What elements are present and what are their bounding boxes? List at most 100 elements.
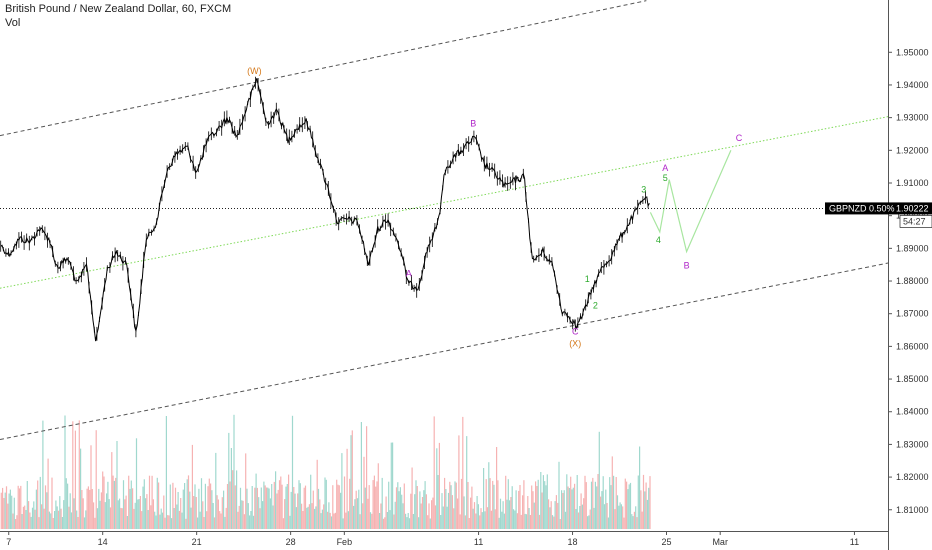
volume-bar bbox=[624, 478, 626, 529]
volume-bar bbox=[29, 512, 31, 529]
volume-bar bbox=[336, 479, 338, 529]
volume-bar bbox=[408, 518, 411, 529]
volume-bar bbox=[168, 515, 170, 529]
volume-bar bbox=[570, 476, 572, 529]
volume-bar bbox=[440, 515, 442, 529]
volume-bar bbox=[8, 493, 10, 529]
volume-bar bbox=[47, 458, 49, 529]
volume-bar bbox=[158, 482, 160, 529]
volume-bar bbox=[360, 422, 362, 529]
volume-bar bbox=[232, 470, 234, 529]
volume-bar bbox=[13, 497, 15, 529]
volume-bar bbox=[159, 514, 161, 529]
volume-bar bbox=[174, 487, 177, 529]
volume-bar bbox=[522, 495, 524, 529]
volume-bar bbox=[449, 481, 451, 529]
volume-bar bbox=[555, 495, 557, 529]
volume-bar bbox=[334, 512, 336, 529]
volume-bar bbox=[229, 481, 231, 529]
volume-bar bbox=[496, 447, 498, 529]
countdown-label: 54:27 bbox=[903, 216, 926, 226]
volume-bar bbox=[167, 515, 169, 529]
volume-bar bbox=[323, 504, 325, 529]
y-tick-label: 1.82000 bbox=[896, 472, 929, 482]
volume-bar bbox=[289, 515, 291, 529]
volume-bar bbox=[384, 517, 386, 529]
volume-bar bbox=[94, 517, 96, 529]
y-tick-label: 1.84000 bbox=[896, 407, 929, 417]
volume-bar bbox=[419, 491, 421, 529]
volume-bar bbox=[221, 497, 223, 529]
volume-bar bbox=[87, 486, 89, 529]
volume-bar bbox=[510, 497, 512, 529]
volume-bar bbox=[314, 508, 316, 529]
volume-bar bbox=[320, 513, 322, 529]
volume-bar bbox=[116, 441, 118, 529]
volume-bar bbox=[82, 498, 84, 529]
volume-bar bbox=[382, 518, 385, 529]
volume-bar bbox=[395, 487, 398, 529]
volume-bar bbox=[51, 477, 53, 529]
volume-bar bbox=[572, 487, 574, 529]
volume-bar bbox=[276, 493, 278, 529]
volume-bar bbox=[559, 519, 561, 529]
volume-bar bbox=[403, 483, 405, 529]
volume-bar bbox=[457, 498, 459, 529]
volume-bar bbox=[626, 481, 628, 529]
volume-bar bbox=[425, 494, 427, 529]
volume-bar bbox=[223, 490, 225, 529]
volume-bar bbox=[61, 517, 63, 529]
volume-bar bbox=[11, 495, 13, 529]
volume-bar bbox=[224, 516, 226, 529]
volume-bar bbox=[564, 511, 567, 529]
volume-bar bbox=[407, 513, 409, 529]
volume-bar bbox=[356, 498, 359, 529]
volume-bar bbox=[628, 484, 630, 529]
volume-bar bbox=[297, 493, 299, 529]
volume-bar bbox=[286, 484, 288, 529]
volume-bar bbox=[134, 502, 136, 529]
volume-bar bbox=[568, 488, 570, 529]
volume-bar bbox=[437, 475, 439, 529]
volume-bar bbox=[121, 508, 123, 529]
volume-bar bbox=[381, 477, 383, 529]
volume-bar bbox=[418, 517, 420, 529]
volume-bar bbox=[55, 500, 57, 529]
volume-bar bbox=[515, 490, 517, 529]
volume-bar bbox=[95, 430, 97, 529]
volume-bar bbox=[242, 500, 244, 529]
volume-bar bbox=[64, 415, 66, 529]
volume-bar bbox=[535, 481, 537, 529]
volume-bar bbox=[130, 480, 132, 529]
volume-bar bbox=[282, 518, 284, 529]
volume-bar bbox=[341, 453, 343, 529]
volume-bar bbox=[610, 485, 612, 529]
volume-bar bbox=[577, 512, 580, 529]
volume-bar bbox=[78, 420, 80, 529]
volume-bar bbox=[317, 488, 320, 529]
volume-bar bbox=[399, 487, 401, 529]
y-tick-label: 1.81000 bbox=[896, 505, 929, 515]
volume-bar bbox=[386, 512, 388, 529]
volume-bar bbox=[345, 512, 347, 529]
volume-bar bbox=[15, 519, 17, 529]
volume-bar bbox=[288, 474, 290, 529]
volume-bar bbox=[128, 475, 130, 529]
volume-bar bbox=[446, 506, 448, 529]
volume-bar bbox=[631, 514, 633, 529]
volume-bar bbox=[436, 448, 438, 529]
volume-bar bbox=[161, 512, 164, 529]
volume-bar bbox=[160, 508, 162, 529]
volume-bar bbox=[584, 475, 586, 529]
volume-bar bbox=[125, 495, 127, 529]
volume-bar bbox=[442, 506, 444, 529]
volume-bar bbox=[239, 487, 242, 529]
volume-bar bbox=[176, 504, 178, 529]
volume-bar bbox=[238, 505, 240, 529]
y-tick-label: 1.85000 bbox=[896, 374, 929, 384]
volume-bar bbox=[262, 501, 264, 529]
volume-bar bbox=[193, 496, 195, 529]
volume-bar bbox=[614, 509, 616, 529]
volume-bar bbox=[109, 507, 112, 529]
